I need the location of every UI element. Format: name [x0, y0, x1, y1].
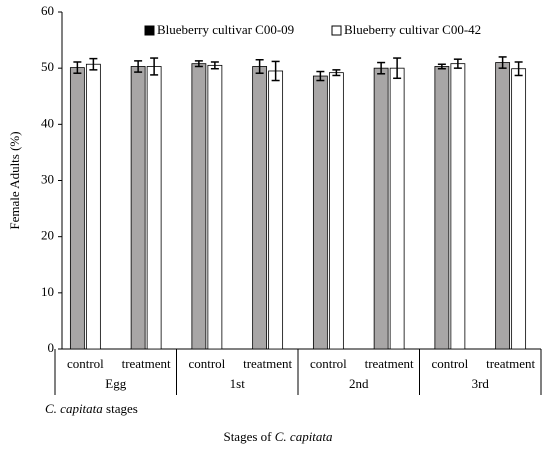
x-tick-label: treatment [365, 356, 414, 371]
x-tick-label: treatment [486, 356, 535, 371]
y-tick-label: 0 [48, 340, 55, 355]
axis-label: Stages of C. capitata [223, 429, 333, 444]
bar [389, 67, 405, 350]
y-tick-label: 20 [41, 228, 54, 243]
x-tick-label: control [310, 356, 347, 371]
x-tick-label: control [67, 356, 104, 371]
legend-label: Blueberry cultivar C00-42 [344, 22, 481, 37]
group-label: 1st [230, 376, 246, 391]
y-tick-label: 60 [41, 3, 54, 18]
bar [312, 75, 328, 350]
bar [328, 72, 344, 350]
y-tick-label: 50 [41, 59, 54, 74]
bar [511, 68, 527, 350]
bar [207, 64, 223, 350]
bar [146, 66, 162, 350]
legend-label: Blueberry cultivar C00-09 [157, 22, 294, 37]
legend-swatch [331, 25, 342, 36]
group-label: 3rd [472, 376, 490, 391]
y-tick-label: 30 [41, 171, 54, 186]
label-run: Stages of [223, 429, 274, 444]
label-run: C. capitata [45, 401, 103, 416]
bar [373, 67, 389, 350]
legend-swatch [144, 25, 155, 36]
bar [450, 63, 466, 350]
y-tick-label: 40 [41, 115, 54, 130]
bar [434, 66, 450, 350]
bar [130, 66, 146, 350]
group-label: 2nd [349, 376, 369, 391]
label-run: C. capitata [275, 429, 333, 444]
bar [252, 66, 268, 350]
bar [495, 62, 511, 350]
x-tick-label: control [431, 356, 468, 371]
y-tick-label: 10 [41, 284, 54, 299]
x-tick-label: treatment [122, 356, 171, 371]
y-axis-title: Female Adults (%) [7, 131, 22, 229]
bar [69, 67, 85, 350]
group-label: Egg [105, 376, 126, 391]
axis-label: C. capitata stages [45, 401, 138, 416]
label-run: stages [103, 401, 138, 416]
bar [85, 63, 101, 350]
x-tick-label: control [188, 356, 225, 371]
x-tick-label: treatment [243, 356, 292, 371]
bar [191, 63, 207, 350]
bar [268, 70, 284, 350]
